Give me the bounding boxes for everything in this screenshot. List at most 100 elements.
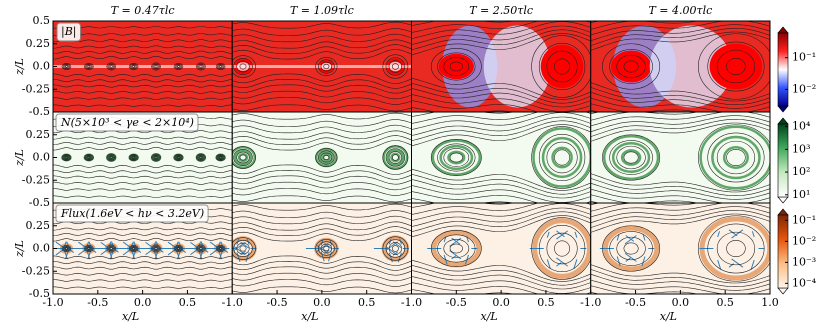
field-line — [53, 130, 233, 134]
polarization-vector — [751, 231, 755, 238]
field-line — [443, 57, 470, 76]
field-line — [151, 244, 161, 253]
field-line — [590, 97, 770, 112]
label-box — [55, 113, 199, 132]
field-line — [53, 84, 233, 88]
x-axis-label: x/L — [301, 310, 318, 323]
field-line — [128, 245, 139, 252]
polarization-vector — [624, 252, 637, 262]
colorbar-extend — [777, 287, 789, 295]
x-tick-label: -0.5 — [266, 296, 287, 309]
field-line — [590, 206, 770, 223]
field-line — [152, 154, 160, 161]
polarization-vector — [556, 262, 562, 267]
field-line — [108, 155, 114, 160]
colorbar — [777, 123, 789, 198]
field-line — [128, 154, 139, 161]
density-ring — [551, 146, 573, 169]
field-line — [590, 112, 770, 127]
field-line — [411, 112, 516, 117]
field-line — [726, 240, 746, 257]
field-line — [215, 245, 226, 252]
field-line — [53, 79, 233, 83]
field-line — [216, 154, 225, 161]
field-line — [177, 65, 180, 68]
field-line — [698, 33, 770, 100]
field-line — [151, 153, 161, 162]
density-ring — [390, 152, 401, 163]
field-line — [130, 63, 138, 70]
field-line — [53, 97, 233, 100]
x-tick-label: 0.5 — [716, 296, 734, 309]
x-tick-label: -1.0 — [580, 296, 601, 309]
field-line — [199, 156, 203, 159]
density-ring — [386, 148, 405, 167]
density-ring — [152, 154, 160, 161]
polarization-vector — [219, 249, 224, 260]
field-line — [411, 185, 591, 203]
polarization-vector — [154, 249, 159, 260]
polarization-vector — [574, 231, 578, 238]
field-blob — [709, 43, 763, 90]
field-line — [131, 64, 137, 69]
colorbar-extend — [777, 117, 789, 125]
y-axis-label: z/L — [13, 240, 26, 258]
field-line — [590, 213, 770, 233]
field-line — [232, 231, 412, 242]
field-line — [391, 154, 399, 161]
field-line — [411, 94, 591, 112]
field-line — [154, 156, 158, 159]
field-line — [232, 260, 412, 271]
field-line — [86, 64, 92, 69]
field-line — [623, 151, 639, 164]
colorbar — [777, 32, 789, 107]
polarization-vector — [245, 252, 250, 263]
x-axis-label: x/L — [481, 310, 498, 323]
panel — [232, 203, 412, 294]
field-line — [232, 119, 412, 127]
field-line — [239, 63, 247, 70]
field-line — [538, 224, 586, 273]
field-line — [411, 282, 591, 294]
x-tick-label: -0.5 — [87, 296, 108, 309]
polarization-vector — [233, 246, 246, 256]
density-ring — [699, 125, 770, 190]
field-line — [107, 63, 115, 70]
x-tick-label: 0.5 — [358, 296, 376, 309]
field-line — [590, 188, 770, 203]
field-line — [411, 112, 591, 124]
field-line — [411, 83, 591, 104]
field-line — [232, 195, 412, 203]
field-line — [53, 255, 233, 259]
field-line — [215, 154, 226, 161]
field-line — [590, 269, 770, 287]
field-line — [106, 153, 117, 162]
field-line — [216, 245, 225, 252]
field-line — [232, 44, 412, 55]
field-line — [411, 203, 591, 215]
field-line — [716, 49, 756, 84]
field-line — [590, 203, 770, 218]
polarization-vector — [616, 256, 621, 267]
field-line — [53, 33, 233, 36]
x-tick-label: -1.0 — [401, 296, 422, 309]
field-line — [85, 245, 93, 252]
density-ring — [611, 142, 651, 173]
polarization-vector — [131, 249, 136, 260]
field-line — [698, 215, 770, 282]
density-ring — [107, 154, 116, 161]
polarization-vector — [65, 249, 70, 260]
field-line — [391, 63, 399, 70]
polarization-vector — [109, 249, 114, 260]
field-line — [62, 154, 71, 161]
field-line — [219, 65, 223, 68]
field-line — [411, 174, 591, 195]
x-tick-label: 0.0 — [134, 296, 152, 309]
field-line — [443, 148, 470, 167]
field-line — [53, 104, 233, 107]
field-line — [411, 215, 591, 238]
field-line — [590, 21, 770, 30]
field-line — [232, 215, 412, 225]
field-line — [236, 242, 250, 255]
field-line — [84, 245, 94, 252]
